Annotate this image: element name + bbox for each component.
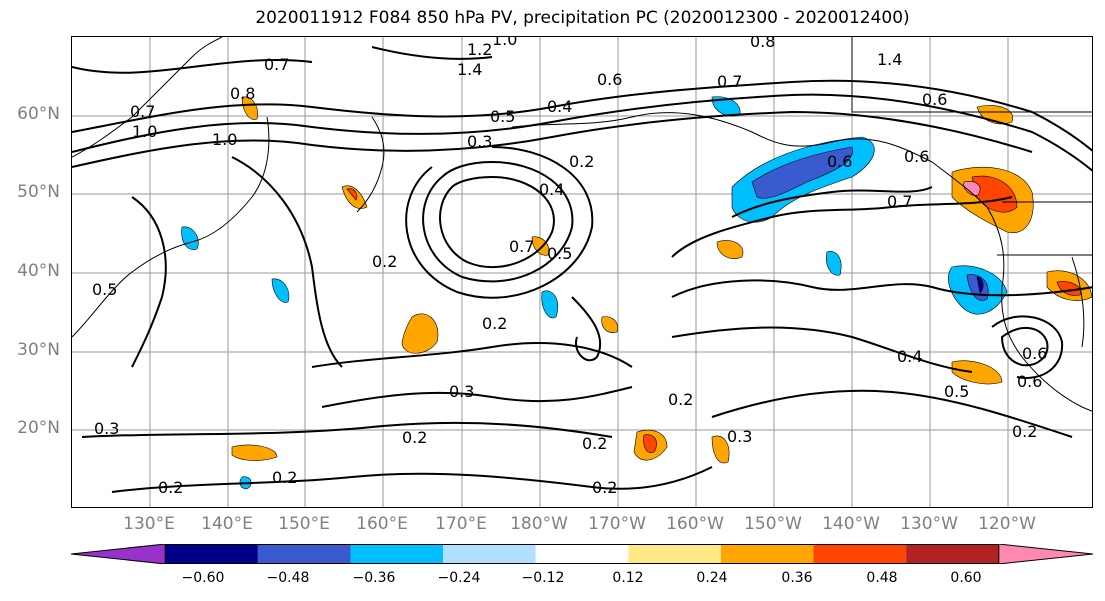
contour-label: 0.6 (597, 70, 622, 89)
lon-label: 170°W (588, 514, 646, 534)
contour-label: 0.6 (922, 90, 947, 109)
colorbar (70, 543, 1094, 565)
contour-label: 0.2 (272, 468, 297, 487)
contour-label: 0.7 (264, 55, 289, 74)
colorbar-tick-label: −0.24 (437, 570, 481, 586)
gridlines (72, 37, 1092, 507)
contour-label: 0.8 (750, 37, 775, 51)
contour-label: 0.2 (569, 152, 594, 171)
lat-label: 40°N (17, 261, 60, 281)
lon-label: 150°E (278, 514, 330, 534)
contour-label: 0.4 (897, 347, 922, 366)
contour-label: 0.2 (582, 434, 607, 453)
contour-label: 0.7 (717, 72, 742, 91)
contour-label: 0.3 (467, 132, 492, 151)
contour-label: 1.0 (212, 130, 237, 149)
contour-label: 0.4 (547, 97, 572, 116)
lon-label: 130°E (123, 514, 175, 534)
lat-label: 50°N (17, 182, 60, 202)
contour-label: 0.5 (490, 107, 515, 126)
colorbar-tick-label: 0.24 (696, 570, 728, 586)
colorbar-segment (257, 544, 351, 564)
contour-label: 0.3 (94, 419, 119, 438)
colorbar-tick-label: −0.48 (266, 570, 310, 586)
colorbar-tick-label: 0.12 (612, 570, 644, 586)
lat-label: 20°N (17, 418, 60, 438)
contour-label: 0.2 (372, 252, 397, 271)
colorbar-extend-max (998, 543, 1094, 565)
lon-label: 140°E (201, 514, 253, 534)
lon-label: 170°E (435, 514, 487, 534)
lon-label: 180°W (510, 514, 568, 534)
contour-label: 0.2 (482, 314, 507, 333)
colorbar-segment (535, 544, 629, 564)
contour-label: 0.5 (944, 382, 969, 401)
contour-label: 0.4 (539, 180, 564, 199)
colorbar-outline (164, 544, 1000, 564)
lon-label: 160°W (666, 514, 724, 534)
lon-label: 160°E (356, 514, 408, 534)
contour-label: 0.2 (592, 478, 617, 497)
contour-label: 0.2 (158, 478, 183, 497)
contour-labels: 1.2 1.4 1.0 0.8 1.4 0.7 0.6 0.4 0.5 0.3 … (92, 37, 1047, 497)
colorbar-tick-label: 0.48 (866, 570, 898, 586)
colorbar-tick-label: −0.60 (181, 570, 225, 586)
lon-label: 140°W (822, 514, 880, 534)
contour-label: 0.7 (509, 237, 534, 256)
contour-label: 1.4 (877, 50, 902, 69)
contour-label: 0.2 (668, 390, 693, 409)
colorbar-tick-label: −0.36 (352, 570, 396, 586)
contour-label: 0.7 (887, 192, 912, 211)
contour-label: 0.2 (1012, 422, 1037, 441)
colorbar-segment (720, 544, 814, 564)
contour-label: 1.0 (492, 37, 517, 49)
map-panel: 1.2 1.4 1.0 0.8 1.4 0.7 0.6 0.4 0.5 0.3 … (71, 36, 1093, 508)
colorbar-extend-min (70, 543, 166, 565)
contour-label: 0.3 (449, 382, 474, 401)
contour-label: 0.6 (904, 147, 929, 166)
contour-label: 0.5 (92, 280, 117, 299)
colorbar-segment (350, 544, 444, 564)
contour-label: 0.3 (727, 427, 752, 446)
figure-title: 2020011912 F084 850 hPa PV, precipitatio… (255, 8, 910, 28)
lon-label: 120°W (978, 514, 1036, 534)
precipitation-shading (181, 96, 1092, 490)
contour-label: 0.7 (130, 102, 155, 121)
contour-label: 0.5 (547, 244, 572, 263)
lat-label: 30°N (17, 340, 60, 360)
colorbar-segment (628, 544, 721, 564)
contour-label: 0.6 (1022, 344, 1047, 363)
contour-label: 1.2 (467, 40, 492, 59)
colorbar-segment (813, 544, 907, 564)
pv-contours (72, 46, 1092, 493)
colorbar-segment (165, 544, 258, 564)
coastlines (72, 37, 1092, 412)
lon-label: 130°W (900, 514, 958, 534)
colorbar-tick-label: 0.36 (781, 570, 813, 586)
contour-label: 1.0 (132, 122, 157, 141)
lat-label: 60°N (17, 104, 60, 124)
colorbar-segment (443, 544, 536, 564)
contour-label: 0.6 (827, 152, 852, 171)
contour-label: 0.6 (1017, 372, 1042, 391)
colorbar-segment (906, 544, 999, 564)
colorbar-tick-label: −0.12 (521, 570, 565, 586)
contour-label: 1.4 (457, 60, 482, 79)
contour-label: 0.2 (402, 428, 427, 447)
colorbar-tick-label: 0.60 (950, 570, 982, 586)
lon-label: 150°W (744, 514, 802, 534)
contour-label: 0.8 (230, 84, 255, 103)
